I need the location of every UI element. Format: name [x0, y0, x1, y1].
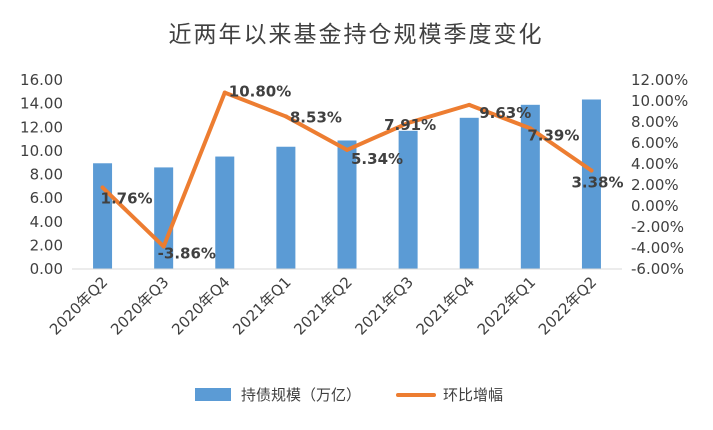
- bar-series-group: [93, 99, 601, 270]
- right-tick-label: -2.00%: [631, 218, 684, 236]
- growth-point-4: [345, 147, 349, 152]
- right-tick-label: 2.00%: [631, 176, 679, 194]
- growth-data-label: 9.63%: [479, 104, 531, 122]
- right-tick-label: -6.00%: [631, 260, 684, 278]
- left-tick-label: 8.00: [30, 166, 63, 184]
- growth-point-2: [222, 90, 227, 95]
- bar-6: [459, 117, 479, 269]
- left-axis-ticks: 0.00 2.00 4.00 6.00 8.00 10.00 12.00 14.00 16.00: [20, 71, 63, 278]
- left-tick-label: 2.00: [30, 236, 63, 254]
- x-tick-label: 2022年Q1: [474, 273, 539, 338]
- growth-point-5: [406, 120, 411, 125]
- growth-point-8: [589, 168, 594, 173]
- legend-swatch-bonds: [195, 388, 231, 401]
- x-tick-label: 2021年Q3: [352, 273, 417, 338]
- right-tick-label: -4.00%: [631, 239, 684, 257]
- left-tick-label: 12.00: [20, 118, 63, 136]
- growth-data-label: -3.86%: [158, 245, 216, 263]
- legend-label-bonds: 持债规模（万亿）: [241, 386, 361, 404]
- chart-title: 近两年以来基金持仓规模季度变化: [169, 22, 544, 48]
- bar-3: [276, 146, 296, 269]
- left-tick-label: 6.00: [30, 189, 63, 207]
- growth-point-1: [161, 244, 166, 249]
- bar-4: [337, 140, 357, 269]
- right-tick-label: 10.00%: [631, 92, 688, 110]
- growth-data-label: 10.80%: [229, 83, 291, 101]
- left-tick-label: 14.00: [20, 95, 63, 113]
- bar-0: [93, 163, 113, 269]
- growth-point-3: [283, 114, 288, 119]
- bar-7: [520, 104, 540, 270]
- growth-data-label: 1.76%: [101, 190, 153, 208]
- growth-point-6: [467, 102, 472, 107]
- right-tick-label: 8.00%: [631, 113, 679, 131]
- left-tick-label: 10.00: [20, 142, 63, 160]
- growth-point-7: [528, 126, 533, 131]
- right-tick-label: 4.00%: [631, 155, 679, 173]
- right-tick-label: 0.00%: [631, 197, 679, 215]
- bar-5: [398, 130, 418, 269]
- line-data-labels: 1.76% -3.86% 10.80% 8.53% 5.34% 7.91% 9.63% 7.3…: [101, 83, 624, 263]
- x-tick-label: 2021年Q2: [290, 273, 355, 338]
- growth-data-label: 5.34%: [351, 150, 403, 168]
- left-tick-label: 0.00: [30, 260, 63, 278]
- x-tick-label: 2021年Q4: [413, 273, 478, 338]
- x-tick-label: 2020年Q3: [107, 273, 172, 338]
- legend-label-growth: 环比增幅: [443, 386, 503, 404]
- x-tick-label: 2020年Q4: [168, 273, 233, 338]
- growth-data-label: 7.39%: [527, 126, 579, 144]
- legend: 持债规模（万亿） 环比增幅: [195, 386, 503, 404]
- bar-8: [581, 99, 601, 269]
- x-tick-label: 2021年Q1: [229, 273, 294, 338]
- line-series-group: [100, 90, 594, 249]
- bar-2: [215, 156, 235, 269]
- right-tick-label: 12.00%: [631, 71, 688, 89]
- x-tick-label: 2020年Q2: [46, 273, 111, 338]
- growth-data-label: 7.91%: [384, 116, 436, 134]
- left-tick-label: 16.00: [20, 71, 63, 89]
- right-axis-ticks: -6.00% -4.00% -2.00% 0.00% 2.00% 4.00% 6.00% 8.…: [631, 71, 688, 278]
- growth-data-label: 3.38%: [571, 174, 623, 192]
- x-axis-ticks: 2020年Q22020年Q32020年Q42021年Q12021年Q22021年…: [46, 273, 600, 338]
- left-tick-label: 4.00: [30, 213, 63, 231]
- right-tick-label: 6.00%: [631, 134, 679, 152]
- growth-point-0: [100, 185, 105, 190]
- growth-data-label: 8.53%: [290, 108, 342, 126]
- x-tick-label: 2022年Q2: [535, 273, 600, 338]
